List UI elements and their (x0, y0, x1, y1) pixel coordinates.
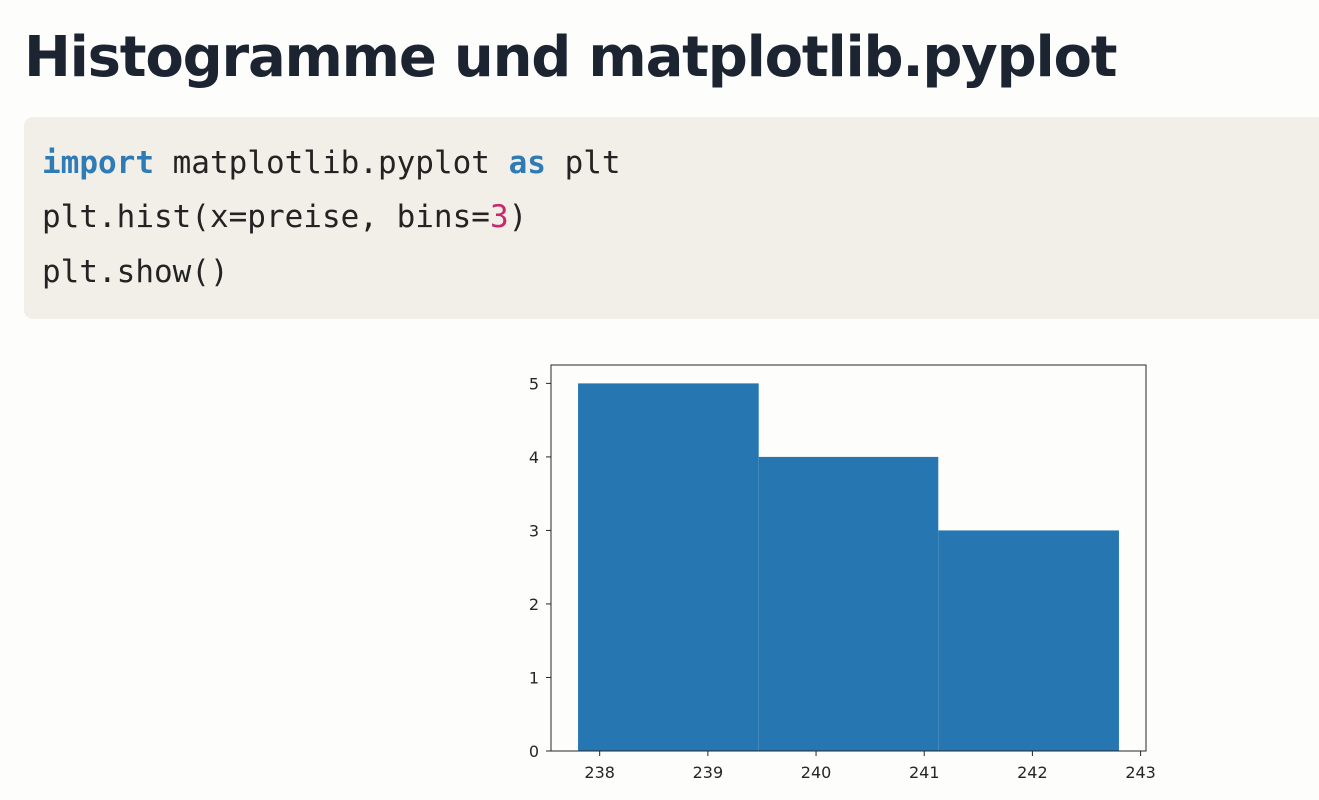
code-bins-number: 3 (489, 199, 509, 235)
code-line-show: plt.show() (42, 252, 229, 292)
y-tick-label: 4 (529, 448, 539, 467)
y-tick-label: 1 (529, 668, 539, 687)
histogram-bar (578, 383, 759, 751)
histogram-bar (938, 530, 1119, 751)
y-tick-label: 0 (529, 742, 539, 761)
x-tick-label: 239 (693, 763, 724, 782)
code-hist-call: plt.hist(x=preise, bins= (42, 199, 490, 235)
plot-frame (550, 364, 1147, 752)
x-tick-label: 242 (1017, 763, 1048, 782)
y-tick-label: 5 (529, 374, 539, 393)
x-tick-label: 240 (801, 763, 832, 782)
y-tick-label: 3 (529, 521, 539, 540)
code-alias: plt (545, 145, 621, 181)
x-tick-label: 238 (584, 763, 615, 782)
code-show-call: plt.show() (42, 254, 229, 290)
x-tick-label: 243 (1125, 763, 1156, 782)
code-line-hist: plt.hist(x=preise, bins=3) (42, 197, 527, 237)
histogram-bar (758, 456, 939, 751)
code-hist-close: ) (508, 199, 528, 235)
slide-title: Histogramme und matplotlib.pyplot (24, 25, 1118, 90)
code-line-import: import matplotlib.pyplot as plt (42, 143, 621, 183)
y-tick-label: 2 (529, 595, 539, 614)
keyword-as: as (508, 145, 546, 181)
code-block: import matplotlib.pyplot as plt plt.hist… (24, 117, 1319, 319)
x-tick-label: 241 (909, 763, 940, 782)
code-module-name: matplotlib.pyplot (153, 145, 509, 181)
keyword-import: import (42, 145, 154, 181)
